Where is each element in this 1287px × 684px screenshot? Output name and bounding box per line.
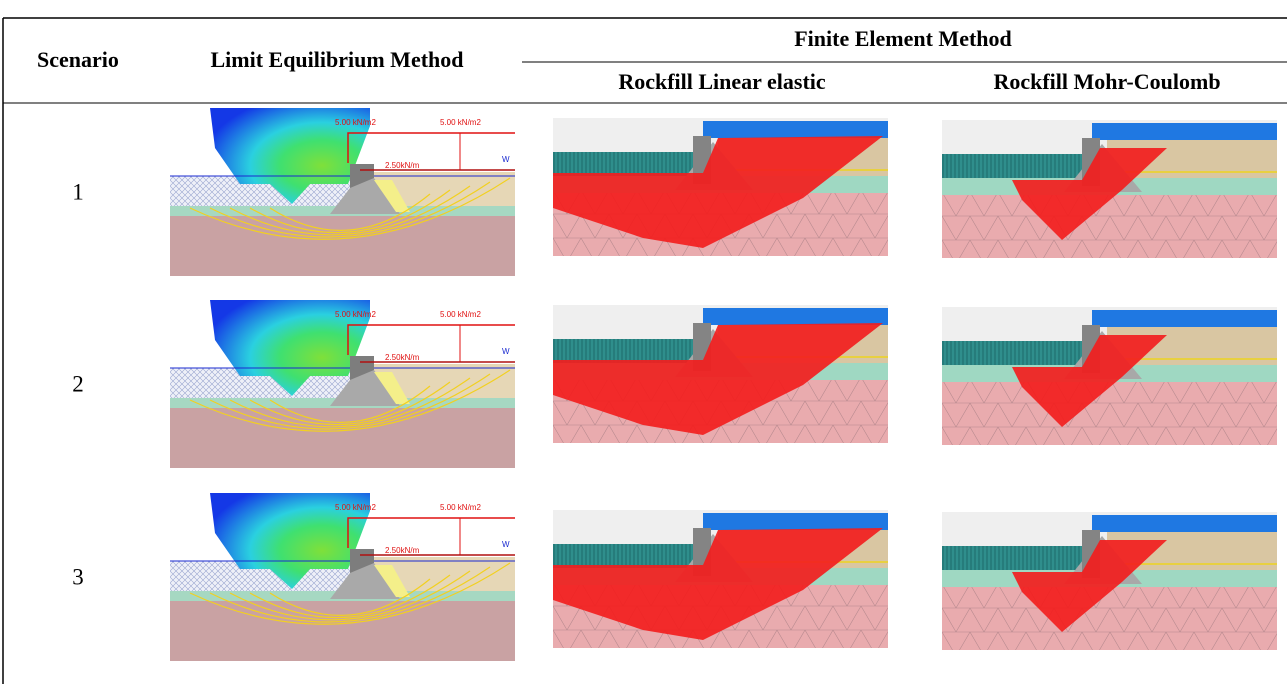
load-label: 5.00 kN/m2: [440, 118, 481, 127]
surcharge-bar: [1092, 310, 1277, 327]
surcharge-bar: [703, 121, 888, 138]
header-cell: Rockfill Mohr-Coulomb: [993, 69, 1220, 94]
header-cell: Limit Equilibrium Method: [210, 47, 463, 72]
surcharge-bar: [1092, 515, 1277, 532]
fem-mc-figure: [942, 120, 1277, 258]
load-label: 2.50kN/m: [385, 546, 420, 555]
surcharge-bar: [703, 308, 888, 325]
foundation-mesh: [942, 382, 1277, 445]
water-label: W: [502, 155, 510, 164]
quay-band: [553, 339, 698, 363]
lem-figure: 5.00 kN/m2 5.00 kN/m2 2.50kN/m W: [170, 300, 515, 468]
surcharge-bar: [703, 513, 888, 530]
fem-mc-figure: [942, 512, 1277, 650]
scenario-cell: 2: [72, 371, 84, 396]
scenario-cell: 3: [72, 564, 84, 589]
lem-figure: 5.00 kN/m2 5.00 kN/m2 2.50kN/m W: [170, 108, 515, 276]
quay-band: [942, 341, 1087, 365]
fem-linear-figure: [553, 510, 888, 648]
surcharge-bar: [1092, 123, 1277, 140]
table-figure: Scenario Limit Equilibrium Method Finite…: [0, 0, 1287, 684]
water-label: W: [502, 540, 510, 549]
quay-band: [942, 154, 1087, 178]
load-label: 5.00 kN/m2: [440, 310, 481, 319]
fem-linear-figure: [553, 118, 888, 256]
load-label: 2.50kN/m: [385, 353, 420, 362]
surcharge-load: [348, 518, 515, 548]
quay-band: [942, 546, 1087, 570]
scenario-cell: 1: [72, 179, 84, 204]
load-label: 5.00 kN/m2: [335, 503, 376, 512]
quay-band: [553, 544, 698, 568]
header-cell: Scenario: [37, 47, 119, 72]
water-label: W: [502, 347, 510, 356]
header-cell: Finite Element Method: [794, 26, 1012, 51]
surcharge-load: [348, 325, 515, 355]
fem-linear-figure: [553, 305, 888, 443]
foundation-mesh: [942, 587, 1277, 650]
surcharge-load: [348, 133, 515, 163]
load-label: 5.00 kN/m2: [335, 118, 376, 127]
load-label: 5.00 kN/m2: [440, 503, 481, 512]
quay-band: [553, 152, 698, 176]
soil-foundation: [170, 601, 515, 661]
lem-figure: 5.00 kN/m2 5.00 kN/m2 2.50kN/m W: [170, 493, 515, 661]
soil-foundation: [170, 408, 515, 468]
load-label: 2.50kN/m: [385, 161, 420, 170]
foundation-mesh: [942, 195, 1277, 258]
soil-foundation: [170, 216, 515, 276]
fem-mc-figure: [942, 307, 1277, 445]
load-label: 5.00 kN/m2: [335, 310, 376, 319]
header-cell: Rockfill Linear elastic: [618, 69, 826, 94]
